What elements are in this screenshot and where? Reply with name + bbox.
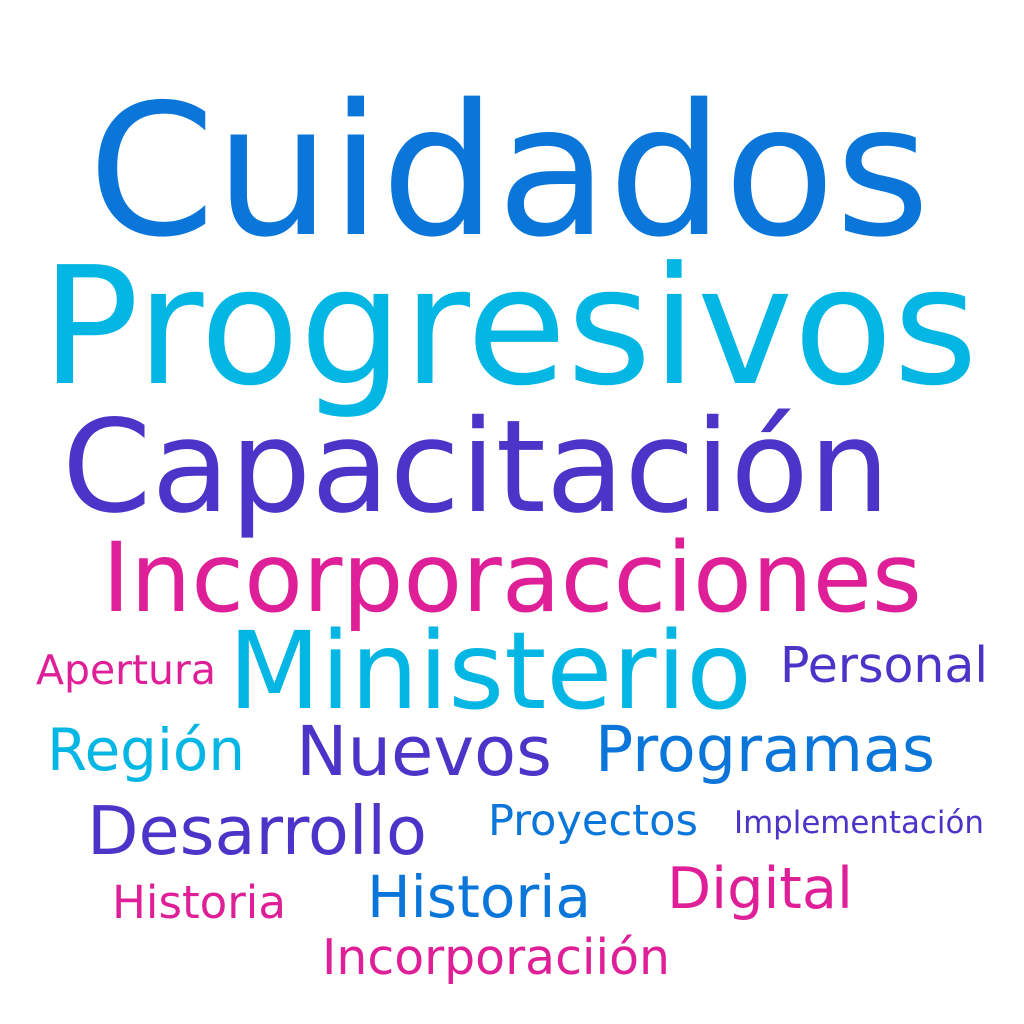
word-programas: Programas <box>595 712 935 786</box>
word-region: Región <box>47 716 245 784</box>
word-proyectos: Proyectos <box>488 796 698 846</box>
word-progresivos: Progresivos <box>41 233 978 422</box>
word-personal: Personal <box>780 637 988 694</box>
word-incorporacciones: Incorporacciones <box>102 522 922 634</box>
word-apertura: Apertura <box>36 646 216 694</box>
word-incorporaciion: Incorporaciión <box>322 929 670 986</box>
word-digital: Digital <box>667 855 853 922</box>
word-desarrollo: Desarrollo <box>87 792 427 870</box>
word-capacitacion: Capacitación <box>62 393 890 542</box>
word-historia-small: Historia <box>112 876 286 929</box>
word-historia-large: Historia <box>367 863 591 931</box>
word-nuevos: Nuevos <box>296 712 552 792</box>
word-ministerio: Ministerio <box>228 609 752 734</box>
word-implementacion: Implementación <box>734 805 984 841</box>
word-cuidados: Cuidados <box>88 65 930 277</box>
